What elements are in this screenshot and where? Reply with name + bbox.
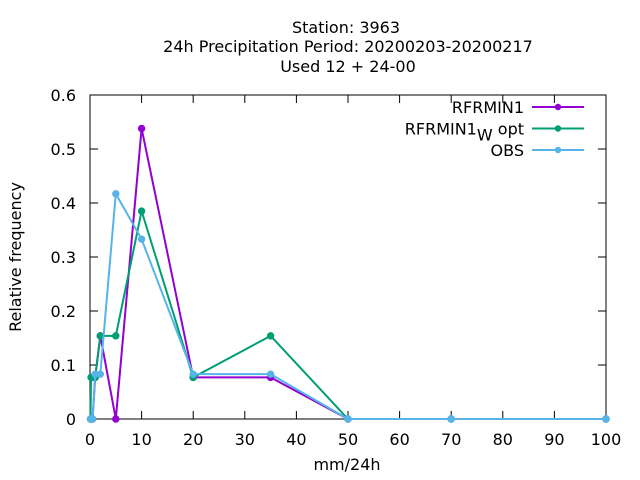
x-tick-label: 40 (286, 430, 306, 449)
y-tick-label: 0.6 (51, 86, 76, 105)
x-tick-label: 100 (591, 430, 622, 449)
legend-label: RFRMIN1W opt (405, 120, 524, 145)
data-point (112, 415, 120, 423)
y-tick-label: 0.2 (51, 302, 76, 321)
x-tick-label: 60 (389, 430, 409, 449)
x-tick-label: 0 (85, 430, 95, 449)
data-point (344, 415, 352, 423)
data-point (96, 370, 105, 378)
series-layer (86, 124, 610, 423)
chart-title: Station: 3963 24h Precipitation Period: … (163, 18, 533, 76)
legend-entry: OBS (491, 141, 584, 160)
data-point (266, 370, 275, 378)
y-axis-label: Relative frequency (6, 182, 25, 332)
x-tick-label: 90 (544, 430, 564, 449)
series-line (90, 190, 606, 420)
x-tick-label: 30 (235, 430, 255, 449)
series-3 (86, 190, 610, 423)
legend-entry: RFRMIN1 (452, 98, 584, 117)
y-tick-label: 0.5 (51, 140, 76, 159)
legend-entry: RFRMIN1W opt (405, 120, 584, 145)
title-line-2: 24h Precipitation Period: 20200203-20200… (163, 37, 533, 56)
data-point (137, 124, 146, 133)
y-tick-label: 0 (66, 410, 76, 429)
y-tick-label: 0.1 (51, 356, 76, 375)
title-line-3: Used 12 + 24-00 (280, 57, 416, 76)
y-tick-label: 0.3 (51, 248, 76, 267)
legend-swatch-point (554, 125, 562, 132)
series-line (90, 128, 606, 420)
data-point (266, 332, 275, 340)
y-tick-label: 0.4 (51, 194, 76, 213)
title-line-1: Station: 3963 (292, 18, 400, 37)
x-tick-label: 20 (183, 430, 203, 449)
legend-swatch-point (554, 146, 562, 154)
x-tick-label: 70 (441, 430, 461, 449)
data-point (189, 370, 197, 378)
legend-label: OBS (491, 141, 524, 160)
data-point (137, 235, 146, 243)
series-1 (86, 124, 610, 423)
x-axis-label: mm/24h (313, 455, 380, 474)
data-point (447, 415, 455, 423)
y-axis: 0 0.1 0.2 0.3 0.4 0.5 0.6 (51, 86, 606, 429)
x-tick-label: 50 (338, 430, 358, 449)
x-tick-label: 80 (493, 430, 513, 449)
series-line (89, 210, 606, 420)
data-point (112, 332, 120, 340)
data-point (112, 190, 120, 198)
data-point (602, 415, 610, 423)
data-point (88, 415, 97, 423)
x-tick-label: 10 (131, 430, 151, 449)
legend-label: RFRMIN1 (452, 98, 524, 117)
data-point (137, 207, 146, 215)
x-axis: 0 10 20 30 40 50 60 70 80 90 100 (85, 95, 621, 449)
legend-swatch-point (554, 103, 562, 111)
